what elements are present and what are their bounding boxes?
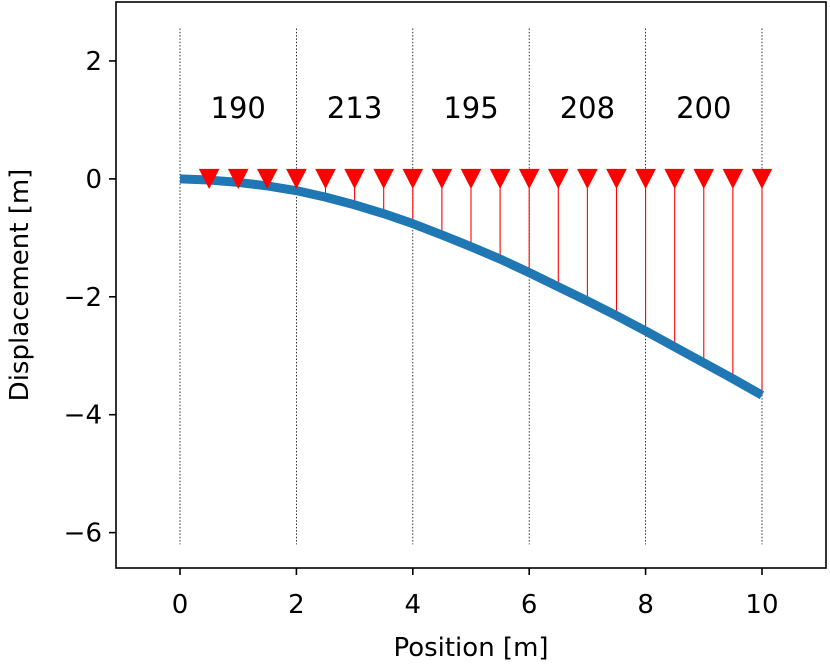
load-marker — [227, 168, 249, 189]
y-tick-label: 0 — [85, 165, 102, 195]
x-tick-label: 4 — [405, 590, 422, 620]
load-marker — [402, 168, 424, 189]
load-marker — [431, 168, 453, 189]
y-axis-label: Displacement [m] — [5, 169, 35, 402]
load-marker — [664, 168, 686, 189]
y-tick-label: −4 — [64, 401, 102, 431]
x-tick-label: 6 — [521, 590, 538, 620]
load-marker — [256, 168, 278, 189]
load-marker — [344, 168, 365, 189]
x-tick-label: 0 — [172, 590, 189, 620]
load-marker — [635, 168, 656, 189]
x-tick-label: 8 — [637, 590, 654, 620]
load-marker — [518, 168, 540, 189]
load-marker — [547, 168, 569, 189]
y-tick-label: −2 — [64, 283, 102, 313]
segment-label: 190 — [211, 91, 266, 125]
load-marker — [286, 168, 307, 189]
load-marker — [577, 168, 598, 189]
y-tick-label: 2 — [85, 47, 102, 77]
load-marker — [751, 168, 773, 189]
segment-label: 213 — [327, 91, 382, 125]
axes-frame — [115, 1, 827, 569]
load-marker — [606, 168, 627, 189]
load-marker — [198, 168, 220, 189]
load-marker — [693, 168, 715, 189]
segment-label: 200 — [676, 91, 731, 125]
x-tick-label: 10 — [745, 590, 778, 620]
load-marker — [460, 168, 482, 189]
load-marker — [315, 168, 336, 189]
x-axis-label: Position [m] — [393, 633, 548, 663]
segment-label: 195 — [443, 91, 498, 125]
load-marker — [373, 168, 395, 189]
segment-label: 208 — [560, 91, 615, 125]
load-marker — [722, 168, 744, 189]
y-tick-label: −6 — [64, 519, 102, 549]
displacement-curve — [179, 174, 765, 400]
load-marker — [489, 168, 511, 189]
x-tick-label: 2 — [288, 590, 305, 620]
